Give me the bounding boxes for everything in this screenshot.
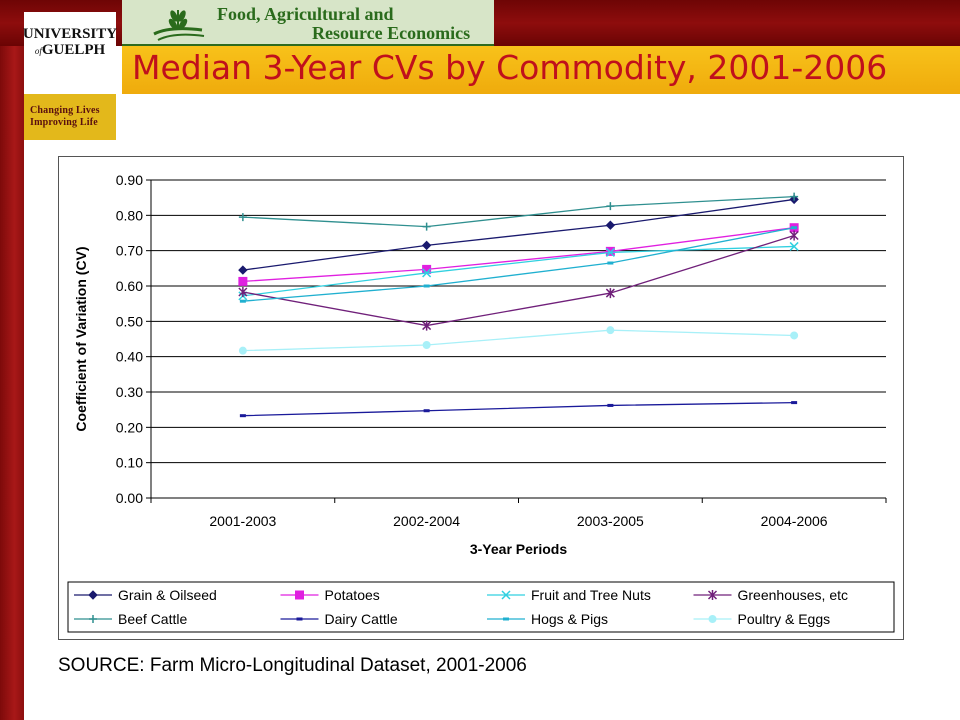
- y-tick-label: 0.70: [116, 243, 143, 259]
- legend-marker: [707, 590, 718, 600]
- data-point: [239, 299, 246, 303]
- data-point: [607, 403, 614, 407]
- data-point: [789, 230, 799, 241]
- series-line: [242, 401, 795, 417]
- series-line: [242, 198, 795, 271]
- university-tagline: Changing Lives Improving Life: [24, 94, 116, 140]
- y-tick-label: 0.40: [116, 349, 143, 365]
- x-tick-label: 2001-2003: [209, 513, 276, 529]
- data-point: [607, 261, 614, 265]
- x-tick-label: 2004-2006: [761, 513, 828, 529]
- logo-line-university: UNIVERSITY: [22, 25, 118, 42]
- data-point: [605, 288, 615, 299]
- legend-marker: [708, 615, 717, 623]
- tagline-line2: Improving Life: [30, 117, 98, 128]
- data-point: [422, 222, 431, 231]
- data-point: [423, 284, 430, 288]
- left-border-bar: [0, 0, 24, 720]
- data-point: [239, 414, 246, 418]
- data-point: [606, 202, 615, 211]
- data-point: [606, 326, 615, 335]
- series-line: [242, 227, 795, 283]
- data-point: [791, 226, 798, 230]
- legend-label: Hogs & Pigs: [531, 611, 608, 627]
- data-point: [790, 192, 799, 201]
- data-point: [790, 331, 799, 340]
- department-name-line1: Food, Agricultural and: [217, 4, 394, 24]
- data-point: [605, 220, 616, 230]
- x-axis-title: 3-Year Periods: [470, 541, 567, 557]
- legend-label: Poultry & Eggs: [738, 611, 831, 627]
- university-logo: UNIVERSITY ofGUELPH: [22, 12, 118, 72]
- data-point: [238, 213, 247, 222]
- data-point: [791, 401, 798, 405]
- title-bar: Median 3-Year CVs by Commodity, 2001-200…: [122, 46, 960, 94]
- legend-marker: [295, 590, 304, 600]
- y-tick-label: 0.50: [116, 313, 143, 329]
- legend-label: Greenhouses, etc: [738, 587, 849, 603]
- series-line: [242, 329, 795, 352]
- series-line: [242, 195, 795, 228]
- legend-marker: [501, 590, 511, 600]
- wheat-leaf-icon: [153, 10, 205, 41]
- data-point: [238, 287, 248, 298]
- data-point: [238, 265, 248, 275]
- legend-marker: [503, 617, 509, 621]
- data-point: [422, 320, 432, 331]
- y-tick-label: 0.20: [116, 419, 143, 435]
- y-tick-label: 0.90: [116, 172, 143, 188]
- legend-label: Dairy Cattle: [325, 611, 398, 627]
- legend-box: [67, 581, 895, 633]
- data-point: [605, 247, 615, 257]
- department-name-line2: Resource Economics: [312, 23, 471, 43]
- legend-label: Beef Cattle: [118, 611, 187, 627]
- x-tick-label: 2003-2005: [577, 513, 644, 529]
- slide-title: Median 3-Year CVs by Commodity, 2001-200…: [132, 48, 888, 87]
- logo-of: of: [34, 45, 42, 56]
- data-point: [422, 268, 432, 278]
- series-line: [242, 227, 795, 302]
- logo-guelph: GUELPH: [41, 41, 106, 58]
- series-line: [242, 234, 795, 327]
- data-point: [423, 409, 430, 413]
- legend-marker: [88, 590, 98, 600]
- data-point: [238, 276, 248, 286]
- y-axis-title: Coefficient of Variation (CV): [73, 246, 89, 431]
- data-point: [422, 341, 431, 350]
- series-line: [242, 245, 795, 297]
- department-banner: Food, Agricultural and Resource Economic…: [122, 0, 494, 46]
- legend-marker: [89, 615, 97, 623]
- data-point: [789, 241, 799, 251]
- tagline-line1: Changing Lives: [30, 105, 100, 116]
- chart-frame: [58, 156, 904, 640]
- source-note: SOURCE: Farm Micro-Longitudinal Dataset,…: [58, 655, 527, 676]
- y-tick-label: 0.10: [116, 455, 143, 471]
- y-tick-label: 0.30: [116, 384, 143, 400]
- line-chart: 0.00 0.10 0.20 0.30 0.40 0.50 0.60 0.70 0.80 0.90…: [67, 172, 895, 633]
- legend-label: Grain & Oilseed: [118, 587, 217, 603]
- legend-marker: [296, 617, 303, 621]
- logo-line-guelph: ofGUELPH: [35, 42, 105, 59]
- data-point: [238, 346, 247, 355]
- y-tick-label: 0.00: [116, 490, 143, 506]
- y-tick-label: 0.80: [116, 207, 143, 223]
- x-tick-label: 2002-2004: [393, 513, 460, 529]
- legend-label: Fruit and Tree Nuts: [531, 587, 651, 603]
- y-tick-label: 0.60: [116, 278, 143, 294]
- legend-label: Potatoes: [325, 587, 380, 603]
- data-point: [421, 240, 432, 251]
